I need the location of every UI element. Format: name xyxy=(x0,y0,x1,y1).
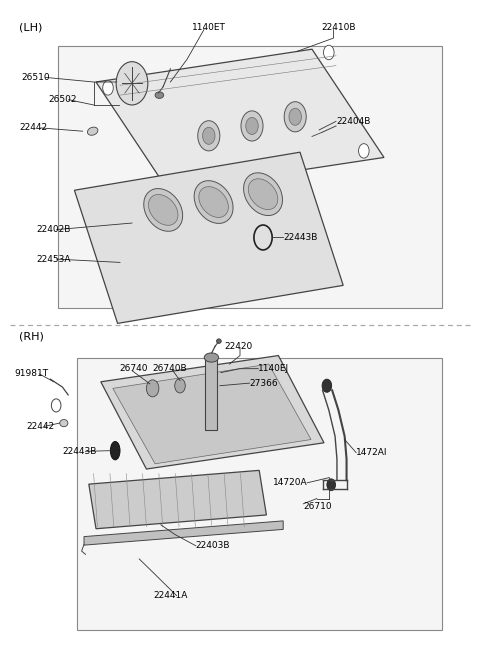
Text: 1140ET: 1140ET xyxy=(192,23,226,32)
Text: 26740B: 26740B xyxy=(153,364,187,373)
Text: 22443B: 22443B xyxy=(62,447,97,456)
Circle shape xyxy=(241,111,263,141)
Polygon shape xyxy=(89,470,266,529)
Circle shape xyxy=(359,144,369,158)
Ellipse shape xyxy=(110,441,120,460)
Circle shape xyxy=(175,379,185,393)
Circle shape xyxy=(203,127,215,144)
Text: 22453A: 22453A xyxy=(36,255,71,264)
Ellipse shape xyxy=(243,173,283,216)
Text: 91981T: 91981T xyxy=(14,369,48,379)
Text: 22442: 22442 xyxy=(26,422,55,431)
Circle shape xyxy=(198,121,220,151)
Text: 14720A: 14720A xyxy=(273,478,307,487)
FancyBboxPatch shape xyxy=(77,358,442,630)
Ellipse shape xyxy=(148,195,178,225)
Text: 22404B: 22404B xyxy=(336,117,371,126)
Text: 26740: 26740 xyxy=(119,364,147,373)
Ellipse shape xyxy=(204,353,218,362)
Ellipse shape xyxy=(194,180,233,224)
Polygon shape xyxy=(74,152,343,323)
Text: 22442: 22442 xyxy=(19,123,48,133)
Polygon shape xyxy=(84,521,283,545)
Ellipse shape xyxy=(60,420,68,427)
Text: 27366: 27366 xyxy=(250,379,278,388)
Text: 22441A: 22441A xyxy=(154,591,188,600)
Text: 26510: 26510 xyxy=(22,73,50,82)
Polygon shape xyxy=(96,49,384,190)
Text: (LH): (LH) xyxy=(19,23,43,33)
Text: 22403B: 22403B xyxy=(196,541,230,550)
Circle shape xyxy=(284,102,306,132)
Circle shape xyxy=(322,379,332,392)
Text: 22443B: 22443B xyxy=(283,233,318,242)
Ellipse shape xyxy=(248,179,278,209)
Circle shape xyxy=(327,479,336,491)
Text: 1472AI: 1472AI xyxy=(356,448,388,457)
Text: 22402B: 22402B xyxy=(36,225,71,234)
FancyBboxPatch shape xyxy=(205,359,217,430)
Text: 22420: 22420 xyxy=(225,342,253,351)
Ellipse shape xyxy=(144,188,183,232)
Circle shape xyxy=(103,81,113,95)
Text: 26502: 26502 xyxy=(48,95,76,104)
Polygon shape xyxy=(101,356,324,469)
Circle shape xyxy=(289,108,301,125)
Polygon shape xyxy=(113,364,311,464)
FancyBboxPatch shape xyxy=(58,46,442,308)
Ellipse shape xyxy=(155,92,164,98)
Circle shape xyxy=(324,45,334,60)
Text: 1140EJ: 1140EJ xyxy=(258,364,289,373)
Ellipse shape xyxy=(199,187,228,217)
Circle shape xyxy=(246,117,258,134)
Circle shape xyxy=(116,62,148,105)
Circle shape xyxy=(146,380,159,397)
Text: 26710: 26710 xyxy=(303,502,332,511)
Text: (RH): (RH) xyxy=(19,331,44,341)
Ellipse shape xyxy=(216,338,221,344)
Text: 22410B: 22410B xyxy=(322,23,356,32)
Ellipse shape xyxy=(87,127,98,135)
